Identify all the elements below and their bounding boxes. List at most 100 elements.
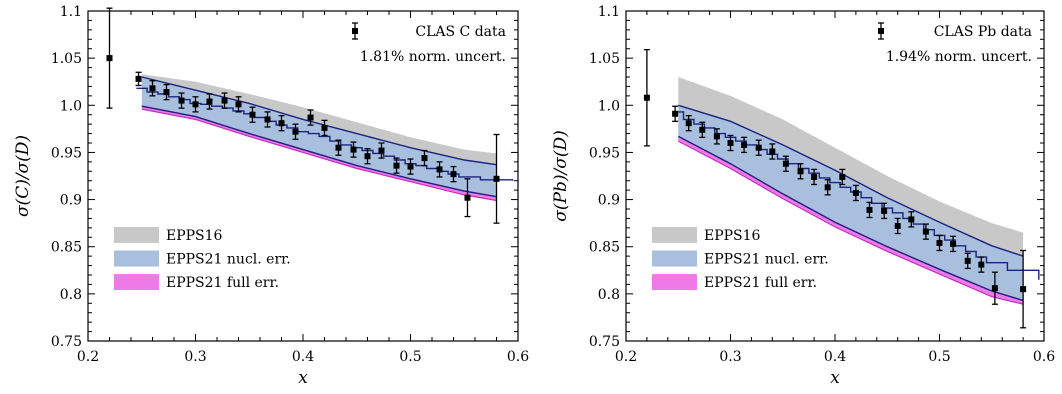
y-axis-label: σ(Pb)/σ(D) [551, 130, 571, 221]
legend-band-label: EPPS21 full err. [166, 275, 279, 291]
y-tick-label: 0.8 [598, 287, 620, 303]
data-marker [824, 184, 831, 191]
data-marker [866, 206, 873, 213]
data-point [163, 83, 170, 101]
data-point [811, 168, 818, 186]
data-marker [149, 85, 156, 92]
legend-band-label: EPPS16 [704, 228, 761, 244]
y-tick-label: 0.95 [589, 145, 620, 161]
data-point [493, 133, 500, 224]
data-marker [964, 257, 971, 264]
legend-data-marker [352, 28, 358, 34]
data-point [307, 109, 314, 126]
data-marker [839, 173, 846, 180]
y-tick-label: 1.05 [51, 51, 82, 67]
data-marker [464, 194, 471, 201]
y-tick-label: 0.8 [60, 287, 82, 303]
y-tick-label: 1.1 [60, 4, 82, 20]
y-tick-label: 1.1 [598, 4, 620, 20]
data-marker [292, 128, 299, 135]
x-axis-label: x [830, 368, 840, 388]
data-marker [321, 124, 328, 131]
data-point [192, 96, 199, 113]
data-point [149, 80, 156, 97]
data-point [135, 71, 142, 87]
band-1 [678, 105, 1024, 301]
data-marker [264, 116, 271, 123]
data-point [782, 155, 789, 172]
data-marker [106, 55, 113, 62]
data-marker [206, 98, 213, 105]
legend-band-label: EPPS21 full err. [704, 275, 817, 291]
y-axis-label: σ(C)/σ(D) [13, 135, 33, 217]
band-0 [678, 77, 1024, 265]
panel-lead: 0.2 0.3 0.4 0.5 0.6 0.75 0.8 0.85 0.9 0.95 1.0 1.05… [551, 4, 1055, 388]
data-point [852, 184, 859, 202]
panel-carbon: 0.2 0.3 0.4 0.5 0.6 0.75 0.8 0.85 0.9 0.95 1.0 1.05… [13, 4, 529, 388]
data-marker [450, 171, 457, 178]
data-point [672, 105, 679, 122]
x-tick-label: 0.3 [719, 349, 741, 365]
x-tick-label: 0.6 [1033, 349, 1055, 365]
data-marker [713, 133, 720, 140]
legend-data-label: CLAS Pb data [934, 24, 1032, 40]
legend-data-marker [878, 28, 884, 34]
data-marker [741, 141, 748, 148]
data-point [922, 223, 929, 240]
data-marker [436, 166, 443, 173]
data-point [264, 111, 271, 128]
x-tick-label: 0.4 [824, 349, 846, 365]
data-point [436, 161, 443, 178]
data-point [978, 256, 985, 273]
data-marker [493, 175, 500, 182]
data-point [881, 202, 888, 220]
y-tick-label: 0.85 [51, 240, 82, 256]
data-marker [908, 216, 915, 223]
data-marker [769, 148, 776, 155]
data-marker [221, 97, 228, 104]
legend-band-label: EPPS16 [166, 228, 223, 244]
full-band-lower-edge [141, 108, 497, 202]
data-marker [393, 162, 400, 169]
y-tick-label: 0.75 [589, 334, 620, 350]
legend-band-swatch [114, 250, 159, 267]
data-point [824, 179, 831, 196]
data-point [178, 92, 185, 109]
data-marker [699, 126, 706, 133]
y-tick-label: 0.9 [598, 193, 620, 209]
data-point [450, 165, 457, 183]
x-tick-label: 0.4 [292, 349, 314, 365]
x-axis-label: x [298, 368, 308, 388]
data-point [991, 271, 998, 305]
y-tick-label: 0.9 [60, 193, 82, 209]
data-point [106, 7, 113, 109]
legend-band-label: EPPS21 nucl. err. [704, 252, 829, 268]
data-point [350, 141, 357, 158]
data-point [221, 92, 228, 109]
data-point [421, 149, 428, 167]
data-marker [797, 168, 804, 175]
data-marker [407, 163, 414, 170]
data-point [321, 119, 328, 137]
nucl-band-upper-edge [141, 76, 497, 166]
data-marker [364, 153, 371, 160]
data-marker [978, 261, 985, 268]
nucl-band-upper-edge [678, 104, 1024, 257]
data-point [741, 136, 748, 154]
data-point [407, 158, 414, 175]
data-marker [192, 101, 199, 108]
data-marker [249, 111, 256, 118]
data-marker [782, 160, 789, 167]
data-marker [235, 101, 242, 108]
band-2 [141, 105, 497, 201]
legend-band-swatch [114, 274, 159, 291]
x-tick-label: 0.3 [184, 349, 206, 365]
data-point [249, 106, 256, 123]
data-marker [278, 120, 285, 127]
data-marker [950, 240, 957, 247]
data-marker [307, 114, 314, 121]
x-tick-label: 0.5 [399, 349, 421, 365]
legend-band-swatch [652, 226, 697, 243]
data-marker [811, 173, 818, 180]
